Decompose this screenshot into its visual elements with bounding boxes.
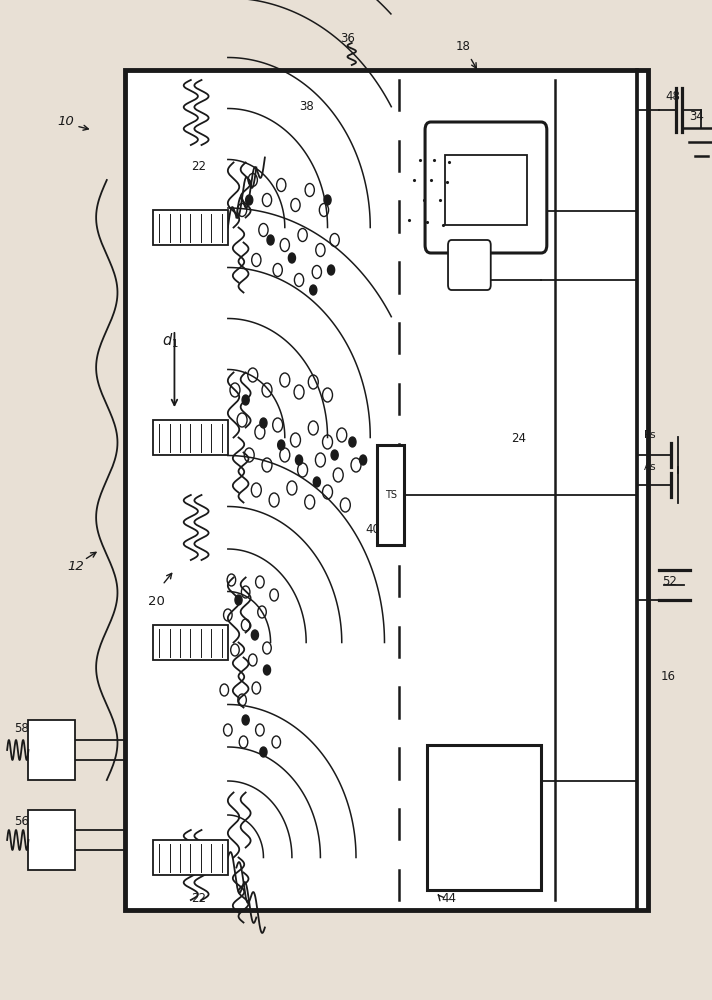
Bar [153,420,228,455]
Text: As: As [644,462,657,472]
Text: Ps: Ps [644,430,656,440]
Bar [427,745,541,890]
Text: 12: 12 [68,560,85,573]
Circle shape [242,715,249,725]
Circle shape [263,665,271,675]
Text: 44: 44 [441,892,456,905]
Text: 48: 48 [665,90,680,103]
FancyBboxPatch shape [425,122,547,253]
Circle shape [278,440,285,450]
Text: 34: 34 [689,110,704,123]
Text: 10: 10 [57,115,74,128]
Circle shape [242,395,249,405]
Text: 52: 52 [662,575,677,588]
Bar [28,720,75,780]
Text: 22: 22 [191,160,206,173]
Bar [28,810,75,870]
Text: $d_1$: $d_1$ [162,331,179,350]
Text: 22: 22 [191,892,206,905]
Circle shape [324,195,331,205]
Bar [445,155,527,225]
Circle shape [328,265,335,275]
Circle shape [246,195,253,205]
Text: 16: 16 [661,670,676,683]
FancyBboxPatch shape [448,240,491,290]
Bar [153,840,228,875]
Circle shape [310,285,317,295]
Circle shape [260,418,267,428]
Text: 20: 20 [148,595,165,608]
Text: 18: 18 [456,40,471,53]
Bar [125,70,648,910]
Circle shape [360,455,367,465]
Text: 26: 26 [384,490,399,503]
Bar [377,445,404,545]
Text: 36: 36 [340,32,355,45]
Text: 38: 38 [299,100,314,113]
Bar [153,625,228,660]
Text: 24: 24 [511,432,526,445]
Circle shape [295,455,303,465]
Bar [153,210,228,245]
Circle shape [331,450,338,460]
Circle shape [251,630,258,640]
Text: 40: 40 [365,523,380,536]
Circle shape [260,747,267,757]
Text: 28: 28 [510,198,525,211]
Text: 58: 58 [14,722,29,735]
Text: TS: TS [385,490,397,500]
Circle shape [313,477,320,487]
Text: 56: 56 [14,815,29,828]
Circle shape [288,253,295,263]
Circle shape [235,595,242,605]
Circle shape [349,437,356,447]
Circle shape [267,235,274,245]
